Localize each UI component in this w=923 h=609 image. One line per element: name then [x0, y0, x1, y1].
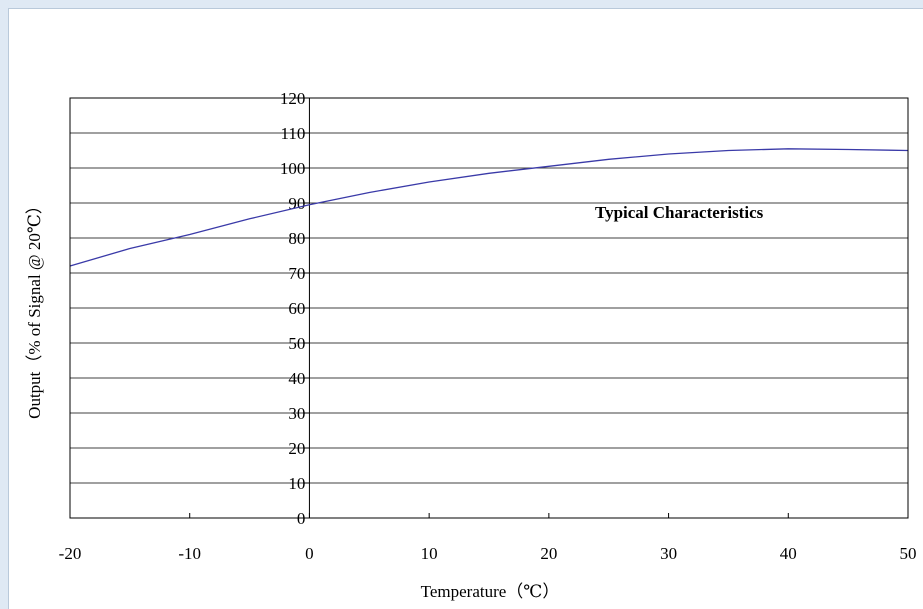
- y-tick-label: 100: [280, 159, 306, 178]
- y-tick-label: 40: [288, 369, 305, 388]
- x-tick-labels: -20 -10 0 10 20 30 40 50: [59, 544, 917, 563]
- grid-lines: [69, 97, 909, 519]
- x-tick-label: 40: [780, 544, 797, 563]
- series-group: [69, 148, 909, 267]
- y-tick-label: 110: [281, 124, 306, 143]
- x-tick-label: 50: [900, 544, 917, 563]
- x-axis-label: Temperature（℃）: [421, 582, 560, 601]
- chart-annotation: Typical Characteristics: [595, 203, 764, 222]
- y-tick-label: 30: [288, 404, 305, 423]
- y-tick-label: 70: [288, 264, 305, 283]
- x-tick-label: -10: [178, 544, 201, 563]
- x-tick-label: 30: [660, 544, 677, 563]
- plot-area: [69, 97, 909, 519]
- chart-frame: [8, 8, 923, 609]
- y-tick-label: 90: [288, 194, 305, 213]
- y-tick-label: 50: [288, 334, 305, 353]
- y-tick-label: 60: [288, 299, 305, 318]
- y-tick-label: 10: [288, 474, 305, 493]
- x-tick-label: -20: [59, 544, 82, 563]
- y-tick-label: 80: [288, 229, 305, 248]
- x-tick-label: 10: [421, 544, 438, 563]
- x-tick-label: 20: [540, 544, 557, 563]
- y-axis-label: Output（% of Signal @ 20℃）: [25, 197, 44, 419]
- y-tick-label: 20: [288, 439, 305, 458]
- x-tick-label: 0: [305, 544, 314, 563]
- series-line: [69, 148, 909, 267]
